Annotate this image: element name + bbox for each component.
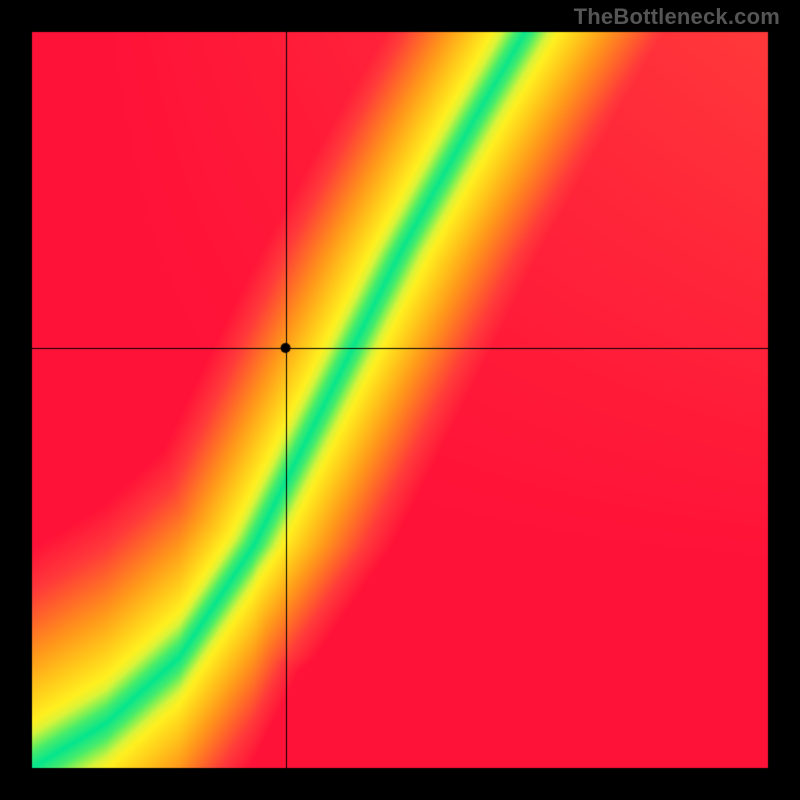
chart-container: TheBottleneck.com [0, 0, 800, 800]
bottleneck-heatmap [0, 0, 800, 800]
watermark-text: TheBottleneck.com [574, 4, 780, 30]
